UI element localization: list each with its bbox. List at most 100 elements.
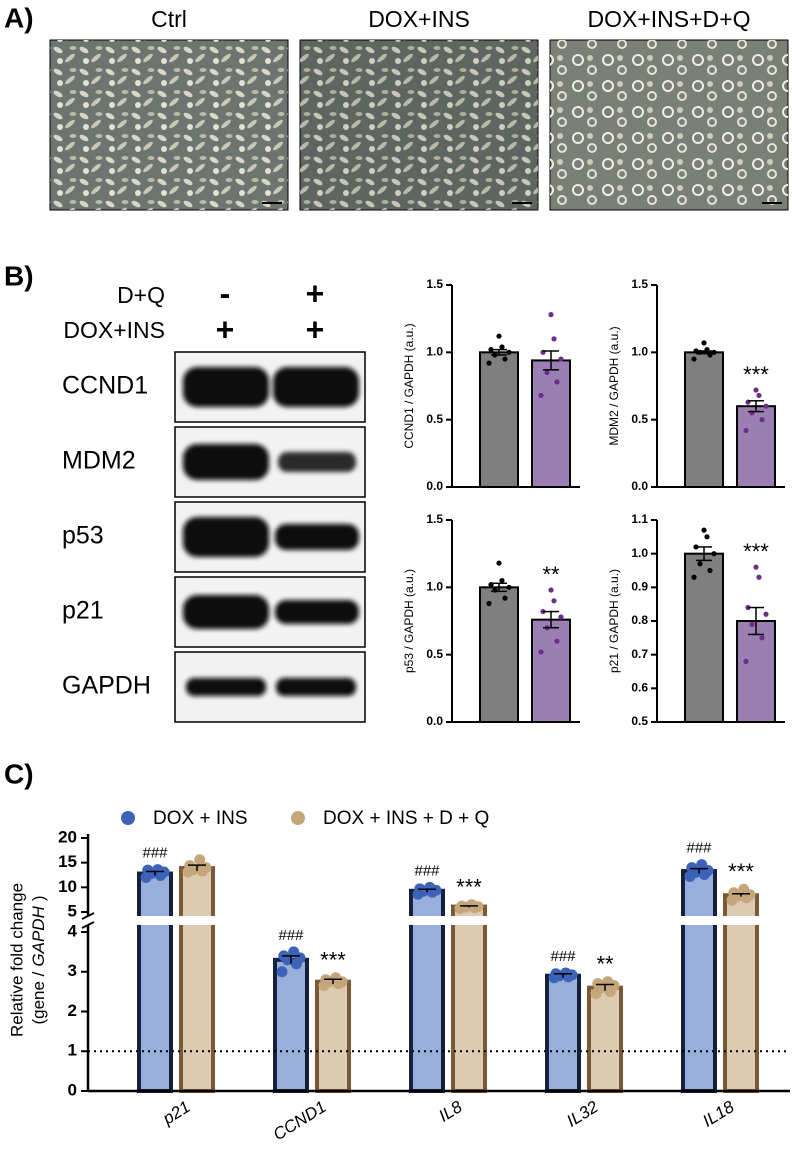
- data-point: [466, 899, 478, 911]
- bar: [137, 871, 173, 1094]
- bar: [531, 618, 571, 723]
- treatment-sign: +: [306, 275, 325, 311]
- data-point: [558, 614, 564, 620]
- y-tick-label: 1.1: [631, 512, 648, 526]
- significance: ***: [320, 948, 346, 973]
- bar: [587, 985, 623, 1094]
- y-tick-label: 0.8: [631, 613, 648, 627]
- data-point: [499, 344, 505, 350]
- protein-label: CCND1: [62, 372, 148, 400]
- y-tick-label: 0: [68, 1080, 77, 1099]
- panel-label: A): [4, 2, 34, 33]
- data-point: [749, 621, 755, 627]
- y-tick-label: 1.0: [631, 546, 648, 560]
- treatment-sign: +: [216, 311, 235, 347]
- data-point: [551, 336, 557, 342]
- y-tick-label: 4: [68, 921, 78, 940]
- data-point: [554, 638, 560, 644]
- data-point: [496, 560, 502, 566]
- y-axis-label: (gene / GAPDH): [29, 895, 48, 1024]
- legend-marker: [291, 811, 305, 825]
- data-point: [696, 859, 708, 871]
- y-axis-label: MDM2 / GAPDH (a.u.): [607, 326, 621, 445]
- y-tick-label: 0.5: [426, 412, 443, 426]
- data-point: [194, 854, 206, 866]
- y-tick-label: 10: [58, 877, 77, 896]
- bar: [736, 405, 776, 489]
- significance: ***: [743, 362, 769, 387]
- data-point: [756, 574, 762, 580]
- data-point: [558, 356, 564, 362]
- data-point: [288, 946, 300, 958]
- data-point: [548, 587, 554, 593]
- treatment-label: DOX+INS: [63, 317, 165, 343]
- significance: ###: [550, 948, 576, 965]
- y-tick-label: 15: [58, 852, 77, 871]
- y-tick-label: 0.0: [426, 479, 443, 493]
- bar: [479, 586, 519, 723]
- y-tick-label: 0.6: [631, 681, 648, 695]
- data-point: [753, 564, 759, 570]
- data-point: [763, 403, 769, 409]
- bar: [179, 866, 215, 1093]
- y-tick-label: 0.7: [631, 647, 648, 661]
- y-axis-label: p53 / GAPDH (a.u.): [402, 569, 416, 673]
- protein-label: MDM2: [62, 447, 136, 475]
- y-tick-label: 3: [68, 961, 77, 980]
- protein-label: GAPDH: [62, 672, 151, 700]
- image-title: DOX+INS: [368, 6, 470, 32]
- data-point: [502, 595, 508, 601]
- y-tick-label: 1.5: [631, 277, 648, 291]
- y-tick-label: 2: [68, 1001, 77, 1020]
- data-point: [728, 887, 740, 899]
- micrograph: [49, 39, 789, 211]
- y-tick-label: 20: [58, 827, 77, 846]
- data-point: [502, 356, 508, 362]
- data-point: [506, 584, 512, 590]
- bar: [531, 359, 571, 488]
- data-point: [506, 349, 512, 355]
- bar: [723, 893, 759, 1094]
- data-point: [743, 658, 749, 665]
- y-axis-label-part: GAPDH: [29, 905, 48, 966]
- data-point: [538, 392, 544, 399]
- break-mark: [81, 912, 95, 920]
- bar: [684, 552, 724, 724]
- axis-break: [60, 916, 792, 925]
- significance: ###: [278, 927, 304, 944]
- data-point: [152, 864, 164, 876]
- y-axis-label: p21 / GAPDH (a.u.): [607, 569, 621, 673]
- y-axis-label-part: (gene /: [29, 971, 48, 1024]
- data-point: [707, 567, 713, 574]
- y-axis-label: CCND1 / GAPDH (a.u.): [402, 323, 416, 448]
- data-point: [424, 881, 436, 893]
- x-tick-label: CCND1: [270, 1097, 330, 1144]
- data-point: [486, 360, 492, 366]
- data-point: [704, 534, 710, 540]
- data-point: [548, 312, 554, 318]
- y-tick-label: 1: [68, 1041, 77, 1060]
- significance: **: [596, 952, 614, 977]
- y-tick-label: 5: [68, 901, 77, 920]
- bar: [315, 979, 351, 1093]
- protein-label: p21: [62, 597, 104, 625]
- data-point: [691, 356, 697, 362]
- legend-label: DOX + INS: [153, 808, 248, 829]
- panel-label: B): [4, 260, 34, 291]
- significance: **: [542, 562, 560, 587]
- significance: ###: [414, 862, 440, 879]
- data-point: [486, 600, 492, 607]
- data-point: [711, 349, 717, 355]
- bar: [681, 869, 717, 1094]
- protein-label: p53: [62, 522, 104, 550]
- data-point: [738, 883, 750, 895]
- data-point: [756, 392, 762, 399]
- significance: ***: [728, 859, 754, 884]
- significance: ###: [142, 845, 168, 862]
- data-point: [743, 427, 749, 434]
- data-point: [753, 387, 759, 393]
- data-point: [686, 862, 698, 874]
- x-tick-label: IL18: [699, 1097, 738, 1131]
- data-point: [763, 611, 769, 617]
- bar: [273, 957, 309, 1094]
